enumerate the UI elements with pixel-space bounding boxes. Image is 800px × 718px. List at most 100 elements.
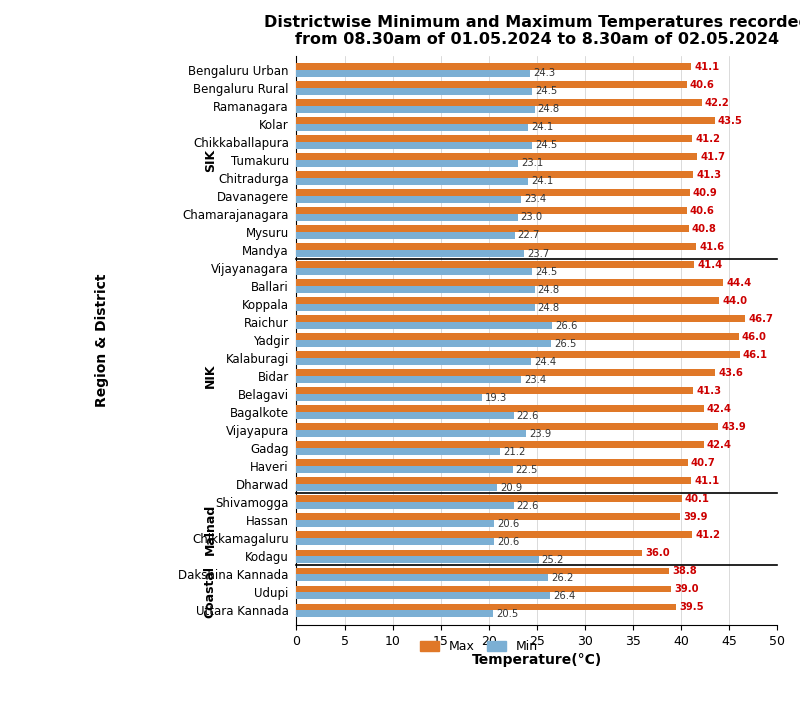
Bar bbox=[297, 394, 482, 401]
Bar bbox=[297, 424, 718, 430]
Text: 22.6: 22.6 bbox=[517, 500, 539, 510]
Text: NIK: NIK bbox=[204, 364, 217, 388]
Bar bbox=[297, 189, 690, 196]
Text: SIK: SIK bbox=[204, 149, 217, 172]
Bar bbox=[297, 513, 680, 521]
Text: 46.0: 46.0 bbox=[742, 332, 766, 342]
Text: 23.9: 23.9 bbox=[529, 429, 551, 439]
Text: 42.4: 42.4 bbox=[707, 404, 732, 414]
Text: 41.1: 41.1 bbox=[694, 476, 719, 486]
Bar bbox=[297, 442, 704, 448]
Text: 24.1: 24.1 bbox=[531, 122, 554, 132]
Text: 41.6: 41.6 bbox=[699, 242, 724, 252]
Text: 23.7: 23.7 bbox=[527, 248, 550, 258]
Title: Districtwise Minimum and Maximum Temperatures recorded
from 08.30am of 01.05.202: Districtwise Minimum and Maximum Tempera… bbox=[264, 15, 800, 47]
Text: 24.8: 24.8 bbox=[538, 302, 560, 312]
Text: 38.8: 38.8 bbox=[672, 566, 697, 576]
Text: 22.7: 22.7 bbox=[518, 230, 540, 241]
Bar bbox=[297, 610, 494, 617]
Text: 41.3: 41.3 bbox=[696, 169, 722, 180]
Bar bbox=[297, 88, 532, 95]
Text: 23.4: 23.4 bbox=[524, 195, 546, 205]
Text: 43.9: 43.9 bbox=[722, 421, 746, 432]
Text: 19.3: 19.3 bbox=[485, 393, 507, 403]
Text: 20.6: 20.6 bbox=[498, 518, 519, 528]
Bar bbox=[297, 232, 514, 239]
Bar bbox=[297, 99, 702, 106]
Bar bbox=[297, 388, 694, 394]
Bar bbox=[297, 567, 670, 574]
Text: 41.2: 41.2 bbox=[695, 530, 720, 540]
Text: 24.1: 24.1 bbox=[531, 177, 554, 187]
Text: 40.9: 40.9 bbox=[693, 187, 717, 197]
Text: 41.7: 41.7 bbox=[700, 151, 725, 162]
Text: 24.5: 24.5 bbox=[535, 141, 557, 150]
Bar bbox=[297, 531, 693, 538]
Y-axis label: Region & District: Region & District bbox=[95, 274, 109, 407]
Text: 22.6: 22.6 bbox=[517, 411, 539, 421]
Text: 42.4: 42.4 bbox=[707, 440, 732, 450]
Bar bbox=[297, 586, 671, 592]
Text: 24.5: 24.5 bbox=[535, 86, 557, 96]
Text: 43.6: 43.6 bbox=[718, 368, 743, 378]
Bar bbox=[297, 171, 694, 178]
Text: 22.5: 22.5 bbox=[515, 465, 538, 475]
Text: 24.8: 24.8 bbox=[538, 104, 560, 114]
Bar bbox=[297, 333, 738, 340]
Text: 20.5: 20.5 bbox=[496, 609, 518, 619]
Bar bbox=[297, 268, 532, 275]
Bar bbox=[297, 592, 550, 600]
Bar bbox=[297, 315, 746, 322]
Bar bbox=[297, 135, 693, 142]
Text: 23.4: 23.4 bbox=[524, 375, 546, 385]
Text: 41.2: 41.2 bbox=[695, 134, 720, 144]
Bar bbox=[297, 196, 522, 203]
Text: 25.2: 25.2 bbox=[542, 555, 564, 565]
Bar bbox=[297, 412, 514, 419]
Bar bbox=[297, 495, 682, 503]
Text: 24.8: 24.8 bbox=[538, 284, 560, 294]
Text: 24.5: 24.5 bbox=[535, 266, 557, 276]
Bar bbox=[297, 574, 548, 582]
Text: 36.0: 36.0 bbox=[646, 548, 670, 558]
Text: 44.0: 44.0 bbox=[722, 296, 747, 306]
Text: 23.0: 23.0 bbox=[520, 213, 542, 223]
Bar bbox=[297, 250, 524, 257]
Bar bbox=[297, 503, 514, 509]
Bar bbox=[297, 81, 686, 88]
Bar bbox=[297, 521, 494, 527]
Text: 39.0: 39.0 bbox=[674, 584, 698, 594]
Bar bbox=[297, 376, 522, 383]
Text: 26.5: 26.5 bbox=[554, 339, 577, 349]
Bar bbox=[297, 70, 530, 77]
Bar bbox=[297, 124, 528, 131]
Bar bbox=[297, 279, 723, 286]
Bar bbox=[297, 340, 551, 347]
Bar bbox=[297, 460, 688, 466]
Bar bbox=[297, 538, 494, 545]
Bar bbox=[297, 142, 532, 149]
Bar bbox=[297, 448, 500, 455]
Text: 43.5: 43.5 bbox=[718, 116, 742, 126]
Text: 40.6: 40.6 bbox=[690, 205, 714, 215]
Text: 20.9: 20.9 bbox=[500, 482, 522, 493]
Text: 40.6: 40.6 bbox=[690, 80, 714, 90]
Bar bbox=[297, 214, 518, 221]
Bar bbox=[297, 604, 676, 610]
Text: 40.1: 40.1 bbox=[685, 494, 710, 504]
Bar bbox=[297, 358, 531, 365]
Text: 20.6: 20.6 bbox=[498, 537, 519, 547]
Text: Malnad: Malnad bbox=[204, 504, 217, 555]
X-axis label: Temperature(°C): Temperature(°C) bbox=[472, 653, 602, 667]
Bar bbox=[297, 261, 694, 268]
Bar bbox=[297, 369, 715, 376]
Bar bbox=[297, 549, 642, 556]
Text: 21.2: 21.2 bbox=[503, 447, 526, 457]
Text: Coastal: Coastal bbox=[204, 567, 217, 618]
Bar bbox=[297, 556, 538, 563]
Bar bbox=[297, 178, 528, 185]
Bar bbox=[297, 430, 526, 437]
Bar bbox=[297, 243, 696, 250]
Bar bbox=[297, 477, 691, 485]
Bar bbox=[297, 225, 689, 232]
